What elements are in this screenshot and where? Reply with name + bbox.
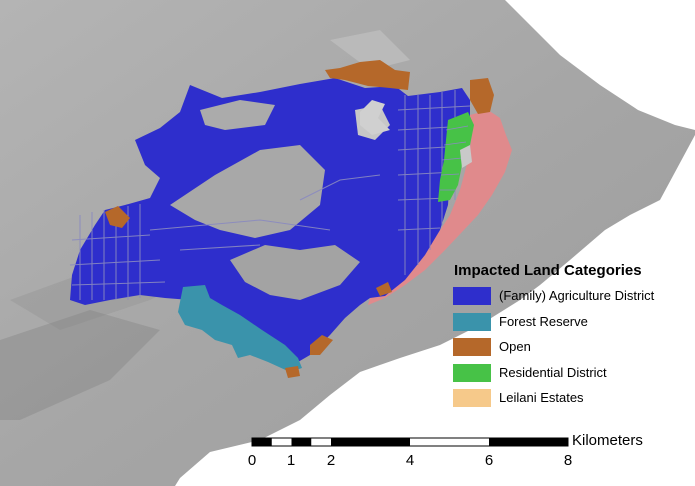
scale-tick-label: 2 (326, 452, 336, 469)
open-area (285, 366, 300, 378)
terrain-gap (200, 100, 275, 130)
legend-item-agriculture: (Family) Agriculture District (450, 285, 690, 311)
terrain-ridge (0, 310, 160, 420)
legend-item-residential: Residential District (450, 362, 690, 388)
legend-item-leilani-estates: Leilani Estates (450, 387, 690, 413)
terrain-gap (170, 145, 325, 238)
scale-tick-label: 8 (563, 452, 573, 469)
road-grid (69, 90, 471, 300)
legend-item-open: Open (450, 336, 690, 362)
scale-tick-label: 0 (247, 452, 257, 469)
open-area (325, 60, 410, 90)
lava-flow-area (368, 110, 512, 305)
legend-swatch (453, 287, 491, 305)
crater-patch (460, 145, 472, 168)
legend-swatch (453, 389, 491, 407)
crater-patch (360, 100, 390, 135)
scale-tick-label: 1 (286, 452, 296, 469)
scale-tick-label: 4 (405, 452, 415, 469)
terrain-ridge (330, 30, 410, 70)
legend-title: Impacted Land Categories (454, 262, 642, 279)
legend-label: Open (499, 339, 531, 354)
legend-swatch (453, 338, 491, 356)
terrain-gap (230, 245, 360, 300)
residential-district-area (438, 112, 474, 202)
open-area (470, 78, 494, 114)
scale-bar-graphic (251, 437, 569, 447)
legend-swatch (453, 312, 491, 331)
scale-unit-label: Kilometers (572, 432, 643, 449)
legend-swatch (453, 363, 491, 382)
scale-tick-label: 6 (484, 452, 494, 469)
legend-label: Residential District (499, 364, 607, 380)
open-area (105, 206, 130, 228)
open-area (310, 335, 333, 355)
open-area (376, 282, 392, 296)
scale-bar: Kilometers 0 1 2 4 6 8 (245, 432, 665, 472)
legend-label: Forest Reserve (499, 313, 588, 329)
residential-roads (440, 125, 469, 191)
legend-label: (Family) Agriculture District (499, 288, 655, 303)
legend-item-forest-reserve: Forest Reserve (450, 311, 690, 337)
map-legend: Impacted Land Categories (Family) Agricu… (450, 262, 690, 413)
forest-reserve-area (178, 285, 302, 372)
legend-label: Leilani Estates (499, 390, 584, 405)
